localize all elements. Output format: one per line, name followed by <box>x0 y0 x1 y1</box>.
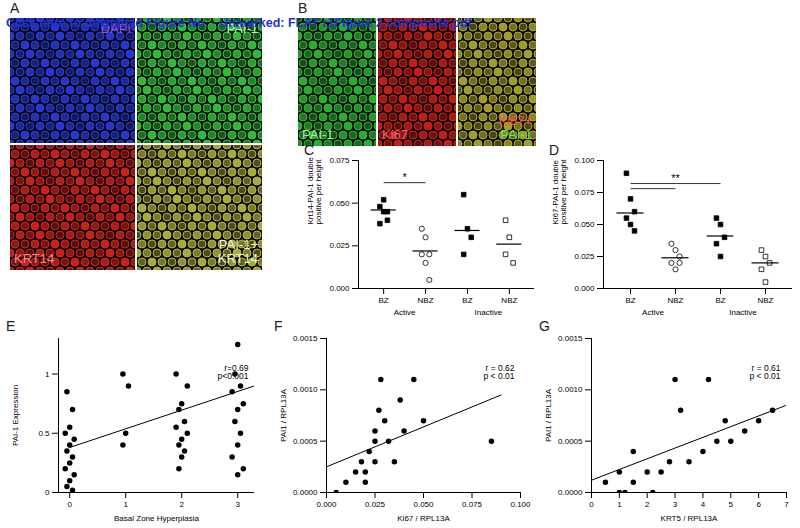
svg-text:Active: Active <box>642 308 664 317</box>
svg-text:0.0015: 0.0015 <box>558 334 583 343</box>
svg-text:BZ: BZ <box>379 296 389 305</box>
html-text:Ki67: Ki67 <box>382 127 408 142</box>
svg-text:PAI-1 Expression: PAI-1 Expression <box>11 385 20 446</box>
svg-text:Inactive: Inactive <box>729 308 757 317</box>
svg-text:1: 1 <box>123 500 128 509</box>
html-text:KRT14: KRT14 <box>14 251 55 266</box>
svg-text:0.025: 0.025 <box>574 252 595 261</box>
svg-text:0.0010: 0.0010 <box>558 385 583 394</box>
svg-text:PAI1 / RPL13A: PAI1 / RPL13A <box>279 388 288 442</box>
svg-text:r = 0.62p < 0.01: r = 0.62p < 0.01 <box>484 363 515 382</box>
svg-text:0.5: 0.5 <box>38 429 50 438</box>
svg-text:NBZ: NBZ <box>418 296 434 305</box>
html-text:D: D <box>549 142 560 158</box>
svg-text:0.0005: 0.0005 <box>558 437 583 446</box>
html-text:DAPI: DAPI <box>100 21 131 36</box>
svg-text:0.000: 0.000 <box>574 284 595 293</box>
svg-text:Basal Zone Hyperplasia: Basal Zone Hyperplasia <box>114 514 199 523</box>
svg-text:1: 1 <box>45 370 50 379</box>
svg-text:0.0000: 0.0000 <box>293 488 318 497</box>
svg-text:NBZ: NBZ <box>668 296 684 305</box>
html-text:PAI-1: PAI-1 <box>302 127 334 142</box>
svg-text:r = 0.61p < 0.01: r = 0.61p < 0.01 <box>750 363 781 382</box>
html-text:PAI-1: PAI-1 <box>500 127 532 142</box>
svg-text:NBZ: NBZ <box>758 296 774 305</box>
html-text:C: C <box>304 142 315 158</box>
svg-text:0.100: 0.100 <box>574 156 595 165</box>
svg-text:6: 6 <box>756 500 761 509</box>
svg-text:0.0005: 0.0005 <box>293 437 318 446</box>
svg-text:3: 3 <box>673 500 678 509</box>
svg-text:2: 2 <box>645 500 650 509</box>
svg-text:BZ: BZ <box>462 296 472 305</box>
svg-text:BZ: BZ <box>715 296 725 305</box>
html-text:A: A <box>10 0 20 16</box>
svg-text:Inactive: Inactive <box>475 308 503 317</box>
svg-text:0.050: 0.050 <box>329 199 350 208</box>
svg-text:0.025: 0.025 <box>329 241 350 250</box>
html-text:G: G <box>539 318 550 334</box>
svg-text:5: 5 <box>729 500 734 509</box>
svg-text:*: * <box>402 171 407 183</box>
html-text:Ki67+: Ki67+ <box>498 113 532 128</box>
svg-text:0.075: 0.075 <box>462 500 483 509</box>
svg-text:NBZ: NBZ <box>501 296 517 305</box>
svg-text:0: 0 <box>67 500 72 509</box>
svg-text:**: ** <box>671 172 680 184</box>
svg-text:0.075: 0.075 <box>574 188 595 197</box>
html-text:F: F <box>274 318 283 334</box>
svg-text:r=0.69p<0.001: r=0.69p<0.001 <box>218 363 249 382</box>
svg-text:0.0000: 0.0000 <box>558 488 583 497</box>
svg-text:0: 0 <box>589 500 594 509</box>
svg-text:Ki67 / RPL13A: Ki67 / RPL13A <box>397 514 450 523</box>
svg-text:Krt14-PAI-1 doublepositive per: Krt14-PAI-1 doublepositive per height <box>306 157 323 225</box>
svg-text:2: 2 <box>179 500 184 509</box>
html-text:Click here to download Figure: Click here to download Figure No. - Unma… <box>6 16 472 30</box>
svg-text:KRT5 / RPL13A: KRT5 / RPL13A <box>661 514 718 523</box>
svg-text:Active: Active <box>394 308 416 317</box>
svg-text:1: 1 <box>617 500 622 509</box>
svg-text:3: 3 <box>235 500 240 509</box>
svg-text:BZ: BZ <box>625 296 635 305</box>
html-text:PAI-1: PAI-1 <box>226 21 258 36</box>
html-text:PAI-1+: PAI-1+ <box>218 237 258 252</box>
svg-text:0.100: 0.100 <box>510 500 531 509</box>
html-text:E: E <box>6 318 16 334</box>
svg-text:Ki67-PAI-1 doublepositive per: Ki67-PAI-1 doublepositive per height <box>551 159 568 225</box>
svg-text:0.050: 0.050 <box>413 500 434 509</box>
svg-text:PAI1 / RPL13A: PAI1 / RPL13A <box>544 388 553 442</box>
svg-text:0.0010: 0.0010 <box>293 385 318 394</box>
svg-text:4: 4 <box>701 500 706 509</box>
svg-text:0.075: 0.075 <box>329 156 350 165</box>
svg-text:0.000: 0.000 <box>329 284 350 293</box>
svg-text:0.0015: 0.0015 <box>293 334 318 343</box>
svg-text:0.000: 0.000 <box>316 500 337 509</box>
svg-text:7: 7 <box>784 500 789 509</box>
svg-text:0: 0 <box>45 488 50 497</box>
svg-text:0.050: 0.050 <box>574 220 595 229</box>
html-text:KRT14: KRT14 <box>217 251 258 266</box>
svg-text:0.025: 0.025 <box>365 500 386 509</box>
html-text:B: B <box>298 0 308 16</box>
